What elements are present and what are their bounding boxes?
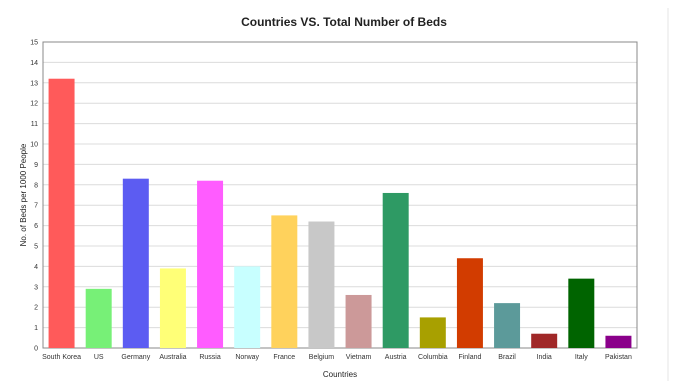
y-tick-label: 12 [30, 101, 38, 108]
x-category-label: Russia [199, 354, 221, 361]
bar-brazil [494, 303, 521, 348]
bar-vietnam [345, 294, 372, 348]
y-axis-label: No. of Beds per 1000 People [19, 143, 28, 246]
x-category-label: Austria [385, 354, 407, 361]
x-category-label: Australia [159, 354, 186, 361]
bar-germany [122, 178, 149, 348]
x-category-label: France [273, 354, 295, 361]
y-tick-label: 13 [30, 80, 38, 87]
bar-belgium [308, 221, 335, 348]
bars [48, 78, 632, 348]
x-category-label: South Korea [42, 354, 81, 361]
x-category-label: India [537, 354, 552, 361]
x-category-label: Columbia [418, 354, 448, 361]
y-tick-label: 5 [34, 244, 38, 251]
bar-finland [456, 258, 483, 348]
y-tick-label: 7 [34, 203, 38, 210]
y-tick-label: 15 [30, 40, 38, 47]
chart-title: Countries VS. Total Number of Beds [241, 15, 447, 29]
y-tick-label: 14 [30, 60, 38, 67]
x-category-label: Norway [235, 354, 259, 361]
x-category-label: US [94, 354, 104, 361]
bar-us [85, 288, 112, 348]
x-category-label: Vietnam [346, 354, 372, 361]
bar-south-korea [48, 78, 75, 348]
bar-india [531, 333, 558, 348]
y-tick-label: 11 [31, 121, 38, 128]
y-tick-label: 0 [34, 346, 38, 353]
bar-france [271, 215, 298, 348]
y-tick-label: 6 [34, 223, 38, 230]
y-tick-label: 9 [34, 162, 38, 169]
y-tick-label: 10 [30, 142, 38, 149]
bar-italy [568, 278, 595, 348]
y-tick-label: 1 [34, 325, 38, 332]
x-category-label: Pakistan [605, 354, 632, 361]
x-category-label: Italy [575, 354, 588, 361]
y-tick-label: 4 [34, 264, 38, 271]
x-category-label: Belgium [309, 354, 334, 361]
plot-area [42, 41, 638, 349]
x-category-label: Germany [121, 354, 150, 361]
y-tick-label: 8 [34, 182, 38, 189]
bar-columbia [419, 317, 446, 348]
bar-norway [234, 266, 261, 348]
y-tick-label: 3 [34, 284, 38, 291]
x-category-label: Brazil [498, 354, 516, 361]
bar-australia [159, 268, 186, 348]
x-category-label: Finland [458, 354, 481, 361]
x-axis-label: Countries [323, 370, 357, 379]
y-tick-label: 2 [34, 305, 38, 312]
bar-austria [382, 192, 409, 348]
bar-pakistan [605, 335, 632, 348]
x-axis-categories: South Korea US Germany Australia Russia Norwa… [42, 354, 632, 361]
bar-russia [197, 180, 224, 348]
